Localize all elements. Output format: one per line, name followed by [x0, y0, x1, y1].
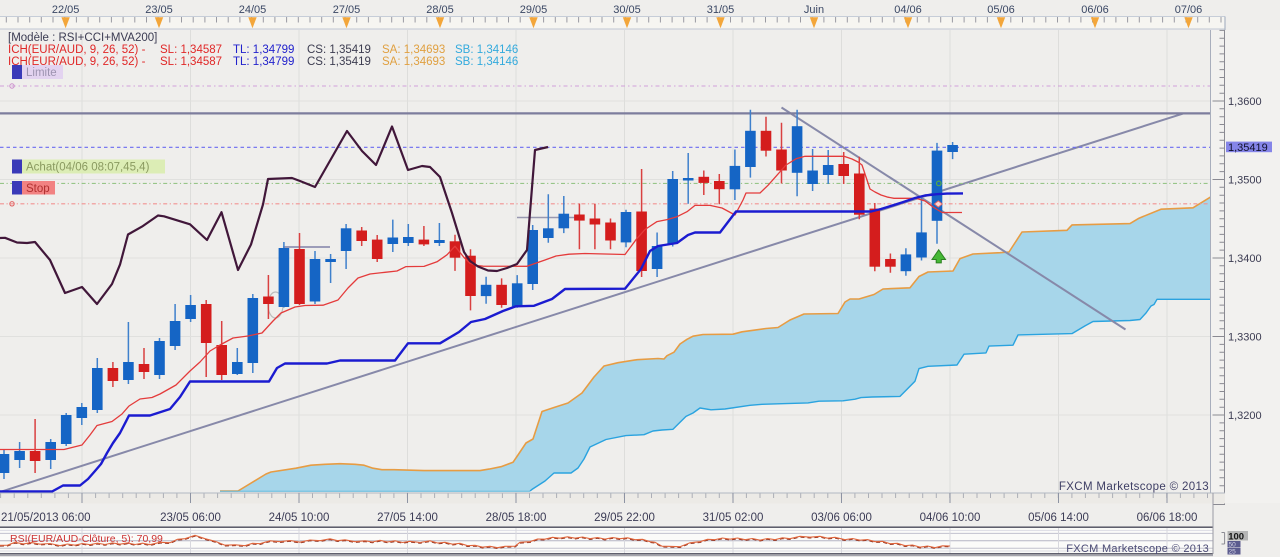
svg-text:06/06: 06/06 — [1081, 4, 1109, 16]
svg-text:28/05: 28/05 — [426, 4, 454, 16]
svg-text:1,3300: 1,3300 — [1228, 332, 1262, 344]
svg-text:Achat(04/06 08:07,45,4): Achat(04/06 08:07,45,4) — [26, 162, 150, 174]
svg-text:[Modèle : RSI+CCI+MVA200]: [Modèle : RSI+CCI+MVA200] — [8, 32, 157, 44]
svg-text:1,3500: 1,3500 — [1228, 175, 1262, 187]
svg-text:28/05 18:00: 28/05 18:00 — [486, 512, 547, 524]
svg-text:29/05 22:00: 29/05 22:00 — [594, 512, 655, 524]
svg-text:50: 50 — [1229, 542, 1237, 549]
svg-text:Stop: Stop — [26, 183, 50, 195]
svg-text:21/05/2013 06:00: 21/05/2013 06:00 — [1, 512, 91, 524]
svg-text:100: 100 — [1228, 531, 1244, 542]
svg-text:31/05: 31/05 — [707, 4, 735, 16]
svg-text:1,3200: 1,3200 — [1228, 410, 1262, 422]
svg-text:07/06: 07/06 — [1175, 4, 1203, 16]
svg-text:30/05: 30/05 — [613, 4, 641, 16]
svg-text:22/05: 22/05 — [52, 4, 80, 16]
svg-text:05/06: 05/06 — [987, 4, 1015, 16]
svg-text:24/05 10:00: 24/05 10:00 — [269, 512, 330, 524]
svg-text:23/05 06:00: 23/05 06:00 — [160, 512, 221, 524]
svg-text:1,3600: 1,3600 — [1228, 96, 1262, 108]
svg-text:05/06 14:00: 05/06 14:00 — [1028, 512, 1089, 524]
svg-text:27/05 14:00: 27/05 14:00 — [377, 512, 438, 524]
svg-text:Juin: Juin — [804, 4, 824, 16]
svg-text:31/05 02:00: 31/05 02:00 — [703, 512, 764, 524]
svg-text:1,3400: 1,3400 — [1228, 253, 1262, 265]
svg-text:1,35419: 1,35419 — [1228, 142, 1268, 154]
svg-text:FXCM Marketscope © 2013: FXCM Marketscope © 2013 — [1066, 543, 1209, 555]
svg-text:23/05: 23/05 — [145, 4, 173, 16]
svg-text:25: 25 — [1229, 549, 1237, 556]
svg-text:RSI(EUR/AUD-Clôture, 5): 70,99: RSI(EUR/AUD-Clôture, 5): 70,99 — [10, 533, 163, 545]
svg-text:27/05: 27/05 — [333, 4, 361, 16]
svg-text:24/05: 24/05 — [239, 4, 267, 16]
svg-text:ICH(EUR/AUD, 9, 26, 52) - SL:: ICH(EUR/AUD, 9, 26, 52) - SL: 1,34587 TL:… — [8, 44, 518, 56]
svg-text:Limite: Limite — [26, 67, 57, 79]
svg-text:ICH(EUR/AUD, 9, 26, 52) - SL:: ICH(EUR/AUD, 9, 26, 52) - SL: 1,34587 TL:… — [8, 56, 518, 68]
svg-text:06/06 18:00: 06/06 18:00 — [1137, 512, 1198, 524]
svg-text:04/06 10:00: 04/06 10:00 — [920, 512, 981, 524]
svg-text:29/05: 29/05 — [520, 4, 548, 16]
svg-text:04/06: 04/06 — [894, 4, 922, 16]
svg-text:03/06 06:00: 03/06 06:00 — [811, 512, 872, 524]
svg-text:FXCM Marketscope © 2013: FXCM Marketscope © 2013 — [1059, 481, 1209, 493]
